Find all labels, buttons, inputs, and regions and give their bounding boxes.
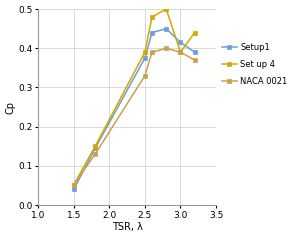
NACA 0021 <box>150 51 154 54</box>
NACA 0021 <box>72 183 76 186</box>
Set up 4 <box>93 145 97 148</box>
Setup1 <box>179 41 182 44</box>
Setup1 <box>93 147 97 150</box>
Setup1 <box>150 31 154 34</box>
NACA 0021 <box>179 51 182 54</box>
Set up 4 <box>193 31 196 34</box>
Set up 4 <box>143 51 147 54</box>
Set up 4 <box>72 183 76 186</box>
NACA 0021 <box>193 59 196 61</box>
Setup1 <box>72 188 76 191</box>
NACA 0021 <box>164 47 168 50</box>
Line: Set up 4: Set up 4 <box>72 7 197 187</box>
Y-axis label: Cp: Cp <box>6 101 16 114</box>
Setup1 <box>143 57 147 60</box>
Set up 4 <box>164 8 168 10</box>
Set up 4 <box>179 51 182 54</box>
Setup1 <box>193 51 196 54</box>
NACA 0021 <box>93 153 97 156</box>
Line: NACA 0021: NACA 0021 <box>72 46 197 187</box>
Setup1 <box>164 27 168 30</box>
NACA 0021 <box>143 74 147 77</box>
Legend: Setup1, Set up 4, NACA 0021: Setup1, Set up 4, NACA 0021 <box>222 43 287 86</box>
Set up 4 <box>150 15 154 18</box>
X-axis label: TSR, λ: TSR, λ <box>112 223 142 233</box>
Line: Setup1: Setup1 <box>72 27 197 192</box>
